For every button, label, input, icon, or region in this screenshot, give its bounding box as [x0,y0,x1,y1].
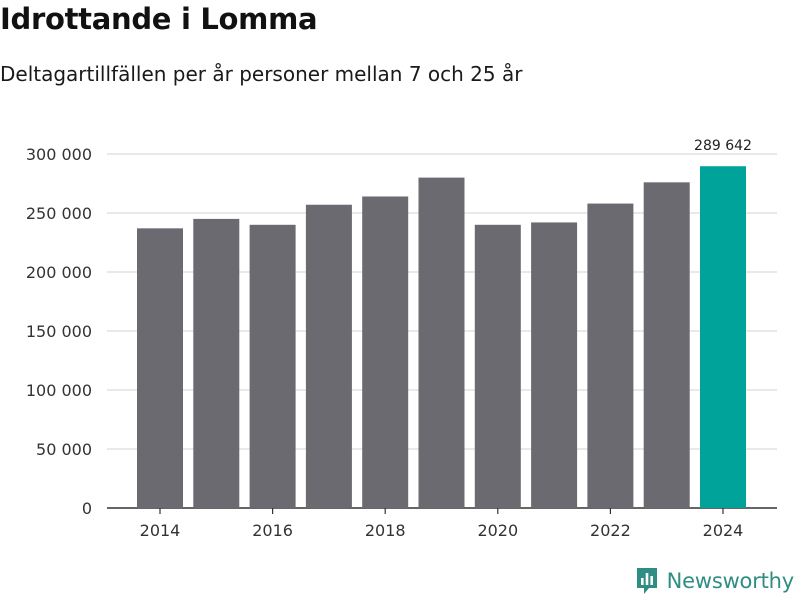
chart-subtitle: Deltagartillfällen per år personer mella… [0,62,523,86]
bar-2016 [249,224,296,509]
bar-2024 [700,166,746,508]
bar-2023 [643,182,690,508]
bar-2014 [137,228,183,508]
y-tick-label: 250 000 [26,204,92,223]
newsworthy-logo: Newsworthy [635,564,794,598]
y-tick-label: 300 000 [26,145,92,164]
bar-2017 [305,204,352,509]
bars [137,166,746,509]
bar-2019 [418,177,465,508]
y-tick-label: 200 000 [26,263,92,282]
y-tick-label: 100 000 [26,381,92,400]
bar-2018 [362,196,409,509]
bar-2015 [193,218,240,508]
labels: 0 50 000 100 000 150 000 200 000 250 000 300 0… [26,138,752,540]
x-tick-label: 2014 [140,521,181,540]
x-tick-label: 2020 [477,521,518,540]
bar-2020 [474,224,521,509]
bar-2022 [587,203,634,508]
chart-title: Idrottande i Lomma [0,2,318,36]
y-tick-label: 50 000 [36,440,92,459]
x-tick-label: 2024 [703,521,744,540]
bar-2021 [531,222,578,508]
y-tick-label: 0 [82,499,92,518]
x-tick-label: 2016 [252,521,293,540]
x-tick-label: 2018 [365,521,406,540]
x-tick-label: 2022 [590,521,631,540]
newsworthy-logo-icon [636,568,657,594]
data-label: 289 642 [694,138,752,154]
brand-name: Newsworthy [666,569,795,593]
y-tick-label: 150 000 [26,322,92,341]
